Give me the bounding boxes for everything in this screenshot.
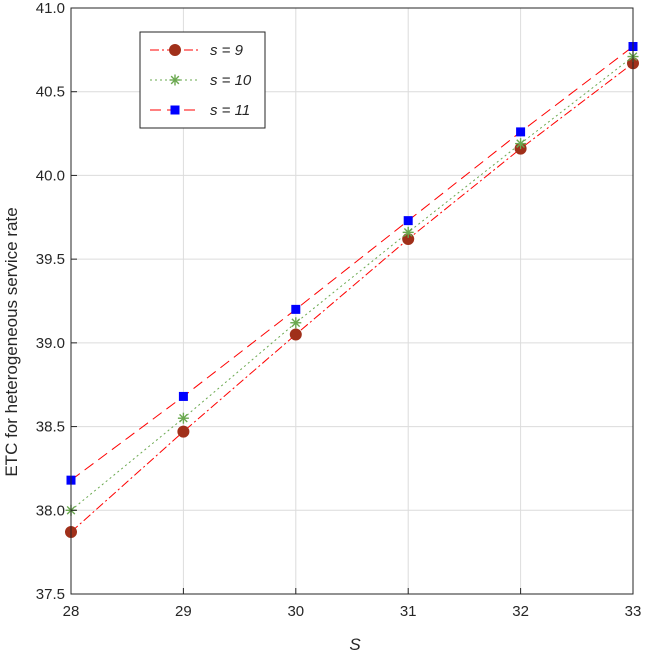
asterisk-stroke (179, 413, 188, 423)
data-point (290, 317, 302, 329)
y-tick-label: 39.0 (36, 335, 65, 352)
x-tick-label: 32 (512, 603, 529, 620)
asterisk-stroke (516, 139, 525, 148)
series-line-1 (70, 62, 634, 533)
x-axis-label: S (349, 635, 361, 654)
data-point (516, 127, 526, 137)
asterisk-stroke (291, 318, 301, 328)
data-point (177, 412, 189, 424)
y-tick-label: 38.0 (36, 502, 65, 519)
data-point (289, 328, 302, 341)
legend-marker (169, 44, 181, 56)
data-point (291, 304, 301, 314)
data-point (178, 391, 188, 401)
legend-label: s = 11 (210, 102, 250, 119)
y-tick-label: 41.0 (36, 0, 65, 17)
axis-ticks: 28 29 30 31 32 33 37.5 38.0 38.5 39.0 39.5 40.0 40.5… (36, 0, 642, 620)
x-tick-label: 29 (175, 603, 192, 620)
y-tick-label: 37.5 (36, 586, 65, 603)
y-tick-label: 39.5 (36, 251, 65, 268)
legend-marker (169, 74, 181, 86)
asterisk-stroke (403, 228, 413, 237)
x-tick-label: 30 (287, 603, 304, 620)
series-lines (65, 42, 639, 539)
y-tick-label: 40.5 (36, 84, 65, 101)
x-tick-label: 28 (63, 603, 80, 620)
asterisk-stroke (170, 75, 180, 85)
series-line-2 (70, 56, 634, 511)
y-tick-label: 40.0 (36, 167, 65, 184)
data-point (403, 216, 413, 226)
legend: s = 9 s = 10 s = 11 (139, 31, 266, 129)
y-axis-label: ETC for heterogeneous service rate (2, 207, 21, 476)
legend-label: s = 10 (210, 72, 252, 89)
legend-label: s = 9 (210, 42, 244, 59)
y-tick-label: 38.5 (36, 419, 65, 436)
legend-marker (170, 105, 180, 115)
data-point (515, 138, 527, 150)
data-point (177, 425, 190, 438)
x-tick-label: 33 (625, 603, 642, 620)
plot-frame (70, 7, 634, 595)
data-point (402, 226, 414, 238)
x-tick-label: 31 (400, 603, 417, 620)
